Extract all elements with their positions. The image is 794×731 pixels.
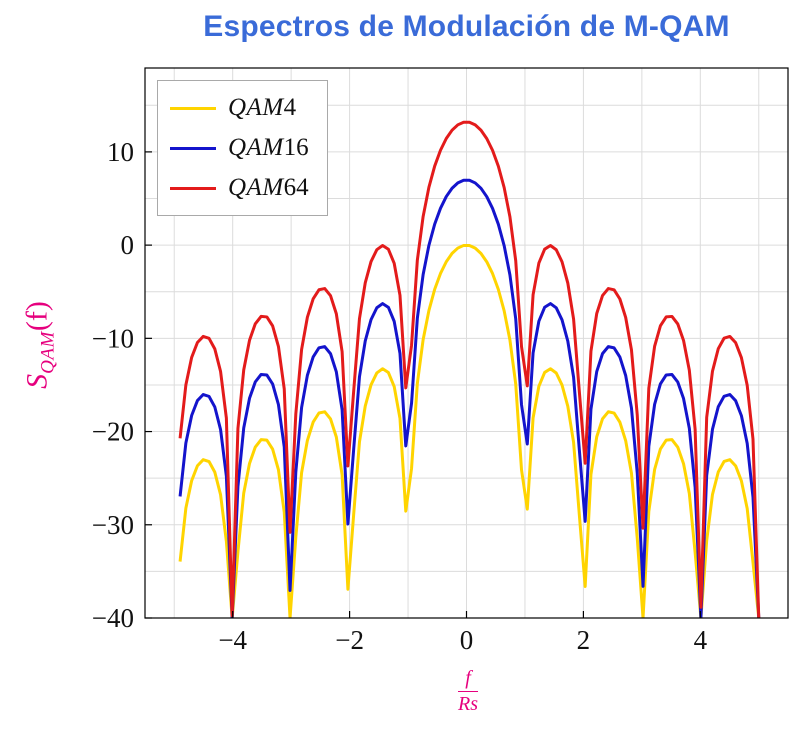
x-tick-label: −2 bbox=[335, 625, 364, 655]
x-tick-label: 4 bbox=[694, 625, 708, 655]
x-axis-label: f Rs bbox=[438, 668, 498, 715]
y-tick-label: 10 bbox=[107, 137, 134, 167]
legend-item-qam16: QAM16 bbox=[170, 130, 309, 166]
legend-item-qam4: QAM4 bbox=[170, 90, 309, 126]
y-axis-label: SQAM(f) bbox=[20, 301, 59, 389]
legend-line-qam4 bbox=[170, 106, 216, 110]
curve-qam16 bbox=[178, 178, 761, 618]
curve-qam4 bbox=[178, 243, 761, 618]
legend-label-qam16: QAM16 bbox=[228, 134, 309, 161]
legend-label-qam4: QAM4 bbox=[228, 94, 297, 121]
x-axis-label-denominator: Rs bbox=[458, 693, 478, 715]
x-tick-label: −4 bbox=[218, 625, 247, 655]
legend-item-qam64: QAM64 bbox=[170, 170, 309, 206]
y-tick-label: 0 bbox=[121, 230, 135, 260]
y-tick-label: −20 bbox=[92, 417, 134, 447]
chart-title: Espectros de Modulación de M-QAM bbox=[203, 10, 730, 43]
legend-line-qam16 bbox=[170, 146, 216, 150]
y-tick-label: −10 bbox=[92, 323, 134, 353]
x-axis-label-numerator: f bbox=[458, 668, 478, 692]
x-tick-label: 0 bbox=[460, 625, 474, 655]
legend-label-qam64: QAM64 bbox=[228, 174, 309, 201]
y-tick-label: −40 bbox=[92, 603, 134, 633]
legend: QAM4 QAM16 QAM64 bbox=[157, 80, 328, 216]
x-tick-label: 2 bbox=[577, 625, 591, 655]
curve-qam64 bbox=[178, 120, 761, 618]
y-tick-label: −30 bbox=[92, 510, 134, 540]
legend-line-qam64 bbox=[170, 186, 216, 190]
